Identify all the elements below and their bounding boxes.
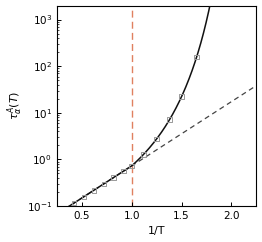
Point xyxy=(179,95,184,98)
X-axis label: 1/T: 1/T xyxy=(148,227,165,236)
Point xyxy=(102,182,106,186)
Point xyxy=(72,201,76,205)
Point xyxy=(122,169,126,173)
Point xyxy=(63,207,67,211)
Point xyxy=(141,152,146,156)
Point xyxy=(92,189,96,192)
Point xyxy=(112,176,116,180)
Point xyxy=(167,118,172,121)
Point xyxy=(82,195,86,199)
Point xyxy=(130,164,134,168)
Point xyxy=(194,55,199,59)
Y-axis label: $\tau^A_\alpha(T)$: $\tau^A_\alpha(T)$ xyxy=(6,91,25,121)
Point xyxy=(155,137,159,141)
